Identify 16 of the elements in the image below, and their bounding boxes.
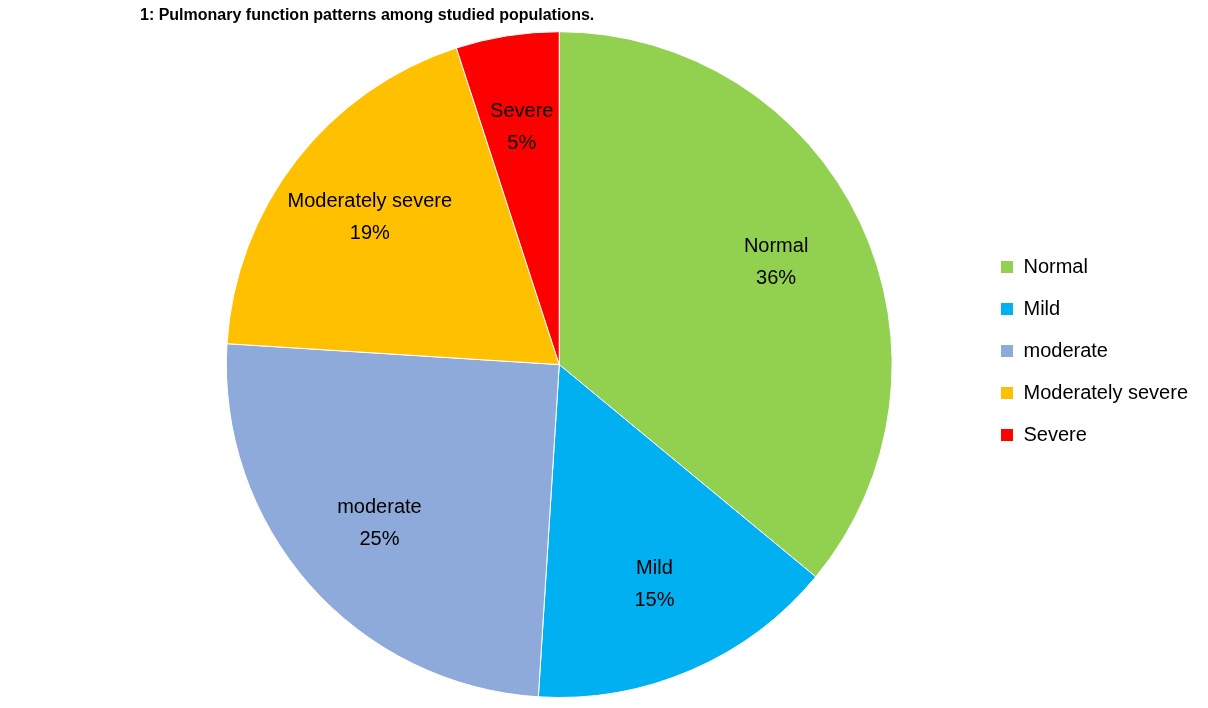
- slice-label: Mild: [636, 556, 673, 579]
- legend-label: Severe: [1023, 422, 1087, 445]
- data-label: 19%: [349, 221, 391, 244]
- legend-label: Moderately severe: [1023, 380, 1189, 403]
- slice-label: Normal: [743, 234, 809, 257]
- slice-label: Moderately severe: [287, 189, 453, 212]
- legend-label: moderate: [1023, 338, 1108, 361]
- data-label: 15%: [634, 588, 675, 611]
- data-label: 25%: [359, 526, 400, 549]
- data-label: 5%: [507, 131, 537, 154]
- slice-label: moderate: [337, 494, 422, 517]
- legend-label: Normal: [1023, 254, 1088, 277]
- slice-label: Severe: [490, 99, 554, 122]
- data-label: 36%: [756, 266, 797, 289]
- legend-label: Mild: [1023, 296, 1061, 319]
- chart-title: 1: Pulmonary function patterns among studied populations.: [140, 6, 595, 24]
